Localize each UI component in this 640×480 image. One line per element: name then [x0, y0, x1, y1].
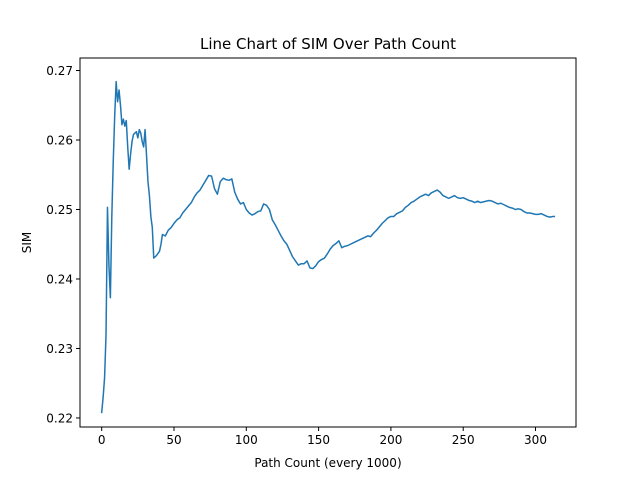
y-tick-label: 0.26: [46, 134, 73, 148]
y-tick-label: 0.23: [46, 342, 73, 356]
axes-frame: [79, 57, 577, 428]
y-axis-label: SIM: [20, 232, 34, 254]
x-tick-label: 250: [452, 433, 475, 447]
x-tick-label: 50: [166, 433, 181, 447]
x-tick-label: 100: [235, 433, 258, 447]
chart-title: Line Chart of SIM Over Path Count: [200, 35, 456, 53]
y-tick-label: 0.27: [46, 64, 73, 78]
x-tick-label: 300: [524, 433, 547, 447]
x-tick-label: 0: [98, 433, 106, 447]
y-tick-label: 0.22: [46, 411, 73, 425]
data-layer: [100, 80, 556, 414]
x-tick-label: 150: [307, 433, 330, 447]
x-axis: 0 50 100 150 200 250 300: [98, 427, 547, 447]
x-tick-label: 200: [379, 433, 402, 447]
series-line: [100, 80, 556, 414]
y-axis: 0.22 0.23 0.24 0.25 0.26 0.27: [46, 64, 80, 425]
y-tick-label: 0.24: [46, 272, 73, 286]
x-axis-label: Path Count (every 1000): [254, 456, 401, 470]
y-tick-label: 0.25: [46, 203, 73, 217]
